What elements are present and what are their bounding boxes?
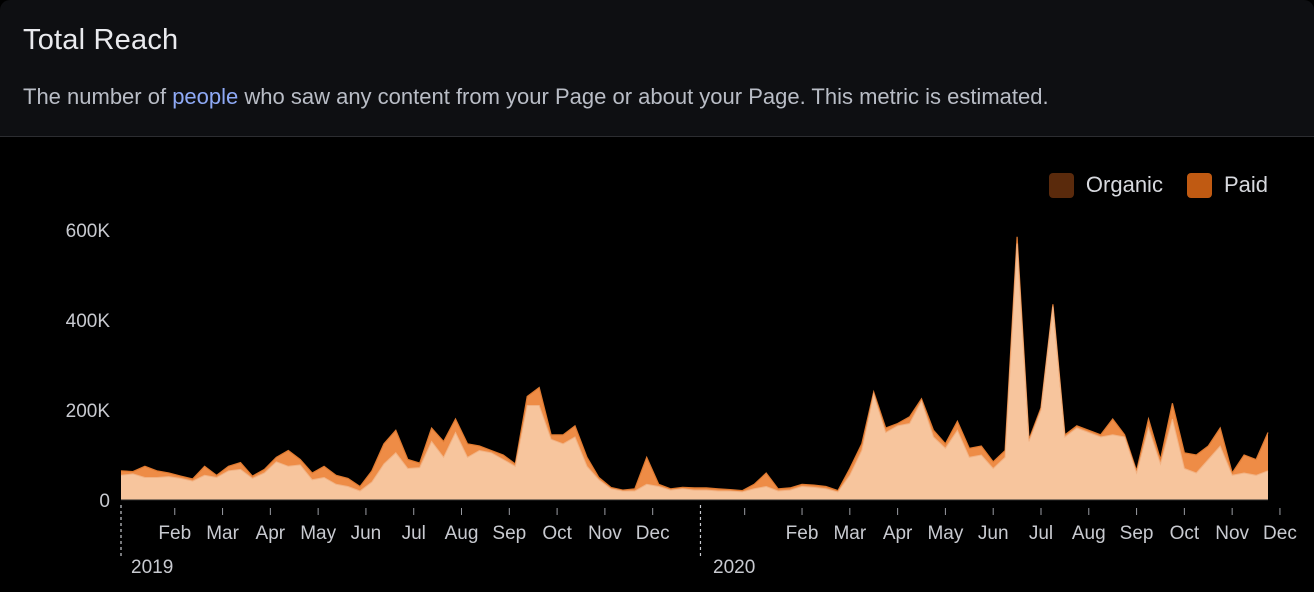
x-tick-label: Dec [636, 523, 670, 544]
subtitle-text-post: who saw any content from your Page or ab… [238, 84, 1049, 109]
x-tick-label: Dec [1263, 523, 1297, 544]
subtitle-text-pre: The number of [23, 84, 173, 109]
x-tick-label: Apr [883, 523, 913, 544]
x-tick-label: May [300, 523, 336, 544]
people-link[interactable]: people [172, 84, 239, 109]
x-tick-label: Sep [492, 523, 526, 544]
y-tick-label: 200K [66, 401, 111, 422]
series-line-paid [120, 236, 1269, 492]
x-tick-label: Apr [256, 523, 286, 544]
legend-item-paid[interactable]: Paid [1186, 172, 1268, 198]
y-tick-label: 0 [99, 491, 110, 512]
x-tick-label: May [927, 523, 963, 544]
x-tick-label: Jul [402, 523, 426, 544]
x-tick-label: Mar [206, 523, 239, 544]
page-title: Total Reach [23, 24, 179, 56]
x-tick-label: Nov [588, 523, 622, 544]
x-tick-label: Aug [1072, 523, 1106, 544]
year-label: 2019 [131, 557, 173, 578]
chart-areas [120, 236, 1269, 500]
x-tick-label: Feb [786, 523, 819, 544]
y-tick-label: 600K [66, 221, 111, 242]
page-subtitle: The number of people who saw any content… [23, 84, 1049, 110]
x-tick-label: Oct [542, 523, 572, 544]
x-tick-label: Feb [158, 523, 191, 544]
x-tick-label: Mar [833, 523, 866, 544]
x-axis: Feb Mar Apr May Jun Jul Aug Sep Oct Nov Dec Feb Mar A… [120, 499, 1297, 578]
x-tick-label: Jul [1029, 523, 1053, 544]
x-tick-label: Oct [1170, 523, 1200, 544]
panel-header: Total Reach The number of people who saw… [0, 0, 1314, 137]
chart-legend: Organic Paid [1025, 172, 1268, 198]
series-area-organic [121, 243, 1268, 500]
legend-swatch-organic [1048, 172, 1074, 198]
legend-label-paid: Paid [1223, 172, 1268, 197]
y-tick-label: 400K [66, 311, 111, 332]
x-tick-label: Jun [978, 523, 1009, 544]
x-tick-label: Jun [351, 523, 382, 544]
legend-swatch-paid [1186, 172, 1212, 198]
series-line-organic [120, 243, 1269, 493]
x-tick-label: Nov [1215, 523, 1249, 544]
reach-area-chart: 0 200K 400K 600K Feb Mar Apr May Jun Jul Aug Sep Oc… [66, 221, 1297, 578]
year-label: 2020 [713, 557, 755, 578]
x-tick-label: Sep [1120, 523, 1154, 544]
x-tick-label: Aug [445, 523, 479, 544]
y-axis: 0 200K 400K 600K [66, 221, 111, 512]
legend-label-organic: Organic [1085, 172, 1163, 197]
legend-item-organic[interactable]: Organic [1048, 172, 1163, 198]
series-area-paid [121, 236, 1268, 492]
